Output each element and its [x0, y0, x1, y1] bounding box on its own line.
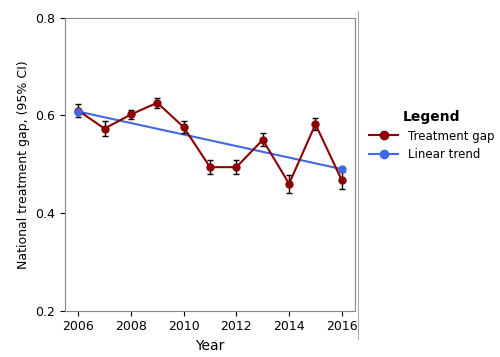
X-axis label: Year: Year [196, 339, 224, 353]
Legend: Treatment gap, Linear trend: Treatment gap, Linear trend [364, 105, 499, 166]
Y-axis label: National treatment gap, (95% CI): National treatment gap, (95% CI) [16, 60, 30, 268]
